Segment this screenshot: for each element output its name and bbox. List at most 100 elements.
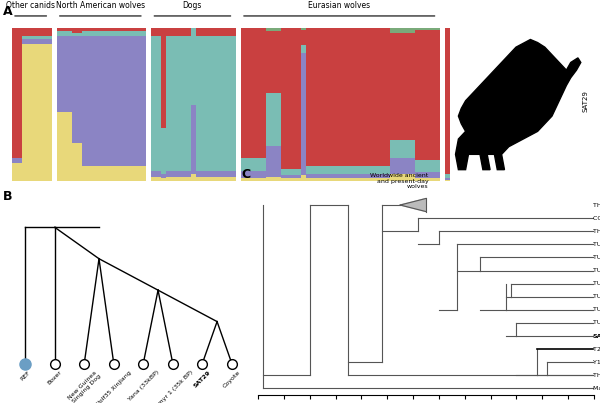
Bar bbox=[22, 28, 27, 36]
Bar bbox=[67, 28, 72, 31]
Text: TU8 (Aghtiz S. Armenia, 31.1k): TU8 (Aghtiz S. Armenia, 31.1k) bbox=[593, 320, 600, 325]
Text: TH1 (Trou des Nutons, Belgium, 26.0k): TH1 (Trou des Nutons, Belgium, 26.0k) bbox=[593, 229, 600, 234]
Bar bbox=[376, 174, 380, 178]
Bar bbox=[97, 166, 101, 181]
Bar bbox=[37, 44, 42, 181]
Bar bbox=[157, 36, 161, 170]
Bar bbox=[57, 36, 62, 112]
Bar bbox=[311, 174, 316, 178]
Bar bbox=[166, 36, 171, 170]
Bar bbox=[430, 160, 435, 172]
Bar bbox=[166, 177, 171, 181]
Bar bbox=[121, 28, 127, 31]
Bar bbox=[420, 28, 425, 30]
Bar bbox=[201, 28, 206, 36]
Bar bbox=[92, 31, 97, 36]
Bar bbox=[305, 174, 311, 178]
Bar bbox=[216, 36, 221, 170]
Bar bbox=[171, 36, 176, 170]
Bar bbox=[86, 166, 92, 181]
Bar bbox=[335, 174, 341, 178]
Bar bbox=[385, 178, 390, 181]
Bar bbox=[136, 166, 142, 181]
Bar bbox=[425, 160, 430, 172]
Bar bbox=[430, 172, 435, 178]
Polygon shape bbox=[400, 199, 426, 212]
Bar bbox=[101, 28, 107, 31]
Text: SAT29: SAT29 bbox=[582, 90, 588, 112]
Bar bbox=[350, 166, 355, 174]
Bar bbox=[241, 28, 246, 158]
Bar bbox=[395, 33, 400, 140]
Bar bbox=[415, 178, 420, 181]
Bar bbox=[181, 28, 186, 36]
Bar bbox=[256, 158, 261, 170]
Text: Eurasian wolves: Eurasian wolves bbox=[308, 1, 370, 10]
Bar bbox=[211, 170, 216, 177]
Text: TH3 (Goyet, Belgium, 39.8k): TH3 (Goyet, Belgium, 39.8k) bbox=[593, 373, 600, 378]
Text: B: B bbox=[2, 189, 12, 203]
Bar bbox=[37, 28, 42, 36]
Bar bbox=[62, 112, 67, 181]
Bar bbox=[395, 158, 400, 174]
Bar bbox=[22, 36, 27, 39]
Bar bbox=[221, 28, 226, 36]
Bar bbox=[161, 28, 166, 128]
Bar bbox=[415, 172, 420, 178]
Bar bbox=[112, 36, 116, 166]
Bar bbox=[171, 28, 176, 36]
Bar bbox=[430, 30, 435, 160]
Bar bbox=[291, 169, 296, 175]
Text: Wolf35 Xinjiang: Wolf35 Xinjiang bbox=[95, 370, 133, 403]
Text: Boxer: Boxer bbox=[47, 370, 63, 386]
Bar bbox=[107, 36, 112, 166]
Bar bbox=[256, 28, 261, 158]
Bar bbox=[281, 178, 286, 181]
Bar bbox=[301, 30, 305, 45]
Bar bbox=[82, 166, 86, 181]
Bar bbox=[37, 36, 42, 39]
Text: Ma25 (India): Ma25 (India) bbox=[593, 386, 600, 391]
Bar bbox=[92, 36, 97, 166]
Text: A: A bbox=[3, 5, 13, 18]
Bar bbox=[326, 166, 331, 174]
Bar bbox=[67, 36, 72, 112]
Bar bbox=[320, 28, 326, 166]
Bar bbox=[346, 166, 350, 174]
Bar bbox=[127, 28, 131, 31]
Bar bbox=[161, 128, 166, 174]
Bar bbox=[256, 170, 261, 178]
Bar bbox=[201, 36, 206, 170]
Bar bbox=[435, 28, 440, 30]
Bar bbox=[291, 178, 296, 181]
Bar bbox=[181, 177, 186, 181]
Bar bbox=[341, 166, 346, 174]
Bar bbox=[410, 140, 415, 158]
Bar bbox=[231, 36, 236, 170]
Bar bbox=[17, 28, 22, 158]
Bar bbox=[410, 174, 415, 181]
Bar bbox=[346, 178, 350, 181]
Text: Other canids: Other canids bbox=[6, 1, 55, 10]
Bar bbox=[291, 28, 296, 169]
Bar bbox=[72, 143, 77, 181]
Text: TU10 (Aghtiz S. Armenia, 30.0k): TU10 (Aghtiz S. Armenia, 30.0k) bbox=[593, 307, 600, 312]
Bar bbox=[17, 163, 22, 181]
Bar bbox=[161, 174, 166, 178]
Bar bbox=[301, 53, 305, 175]
Bar bbox=[445, 28, 450, 174]
Bar bbox=[112, 31, 116, 36]
Bar bbox=[77, 28, 82, 33]
Bar bbox=[376, 178, 380, 181]
Bar bbox=[301, 28, 305, 30]
Bar bbox=[415, 160, 420, 172]
Bar bbox=[216, 28, 221, 36]
Bar bbox=[131, 36, 136, 166]
Bar bbox=[37, 39, 42, 44]
Bar bbox=[281, 169, 286, 175]
Bar bbox=[361, 174, 365, 178]
Bar bbox=[186, 28, 191, 36]
Bar bbox=[251, 178, 256, 181]
Bar bbox=[425, 172, 430, 178]
Bar bbox=[355, 28, 361, 166]
